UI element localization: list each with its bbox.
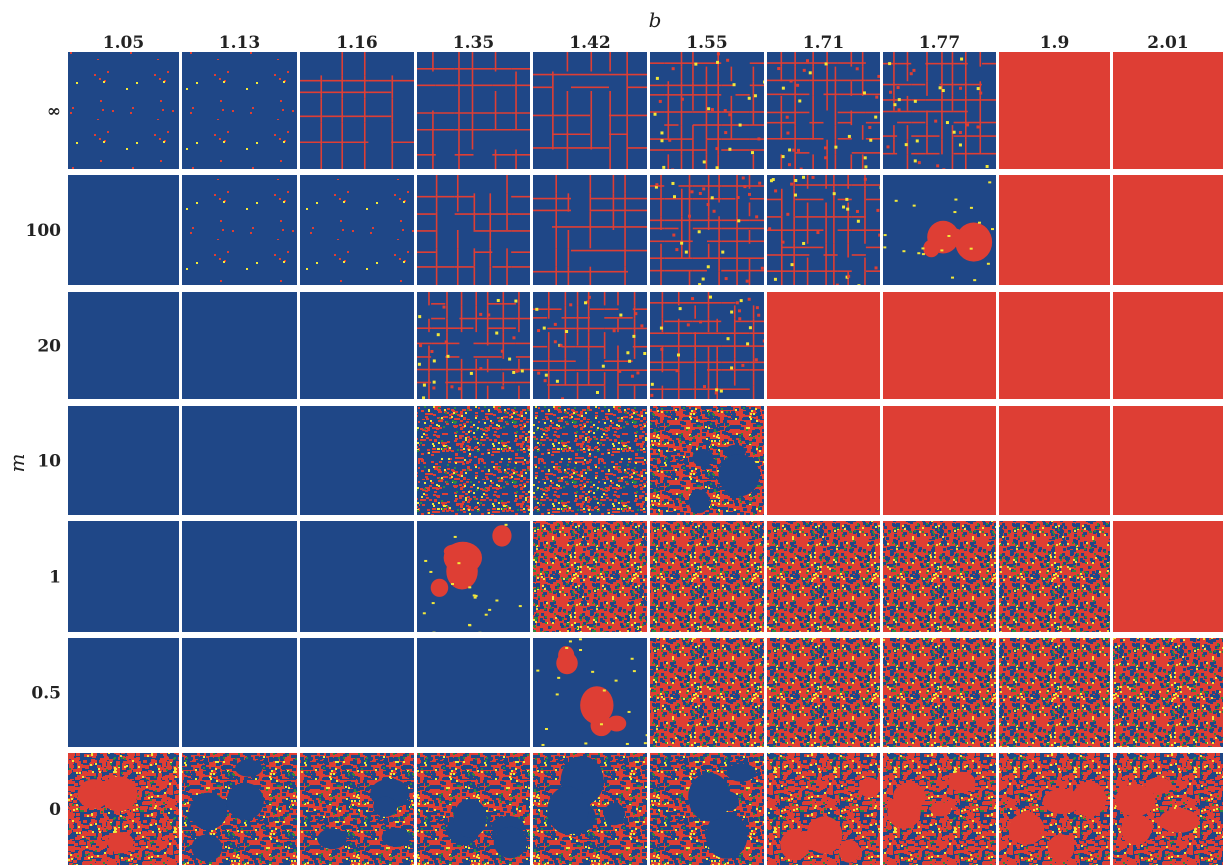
- simulation-cell: [999, 753, 1110, 865]
- simulation-cell: [883, 753, 996, 865]
- simulation-cell: [68, 52, 179, 169]
- simulation-cell: [999, 292, 1110, 399]
- simulation-cell: [999, 521, 1110, 632]
- simulation-cell: [417, 175, 530, 285]
- simulation-cell: [417, 406, 530, 515]
- simulation-cell: [300, 406, 414, 515]
- simulation-cell: [182, 175, 297, 285]
- simulation-cell: [767, 406, 880, 515]
- simulation-cell: [417, 638, 530, 747]
- simulation-cell: [300, 292, 414, 399]
- y-tick-label: 1: [49, 568, 61, 588]
- simulation-cell: [650, 753, 764, 865]
- simulation-cell: [182, 406, 297, 515]
- simulation-cell: [767, 638, 880, 747]
- x-tick-label: 1.42: [569, 33, 610, 53]
- simulation-cell: [533, 406, 647, 515]
- simulation-cell: [300, 521, 414, 632]
- simulation-cell: [533, 292, 647, 399]
- x-axis-title: b: [649, 8, 662, 32]
- simulation-cell: [767, 175, 880, 285]
- simulation-cell: [883, 52, 996, 169]
- simulation-cell: [68, 521, 179, 632]
- simulation-cell: [182, 521, 297, 632]
- x-tick-label: 1.05: [103, 33, 144, 53]
- simulation-cell: [300, 753, 414, 865]
- simulation-cell: [650, 521, 764, 632]
- simulation-cell: [533, 521, 647, 632]
- simulation-cell: [1113, 638, 1223, 747]
- y-tick-label: 0: [49, 800, 61, 820]
- simulation-cell: [1113, 521, 1223, 632]
- simulation-cell: [68, 292, 179, 399]
- simulation-cell: [533, 753, 647, 865]
- y-tick-label: 20: [37, 337, 61, 357]
- simulation-cell: [650, 292, 764, 399]
- simulation-cell: [533, 638, 647, 747]
- simulation-cell: [650, 52, 764, 169]
- simulation-cell: [883, 175, 996, 285]
- x-tick-label: 1.77: [919, 33, 960, 53]
- simulation-cell: [883, 521, 996, 632]
- simulation-cell: [767, 753, 880, 865]
- simulation-cell: [650, 638, 764, 747]
- simulation-cell: [1113, 753, 1223, 865]
- simulation-cell: [1113, 52, 1223, 169]
- x-tick-label: 1.9: [1040, 33, 1070, 53]
- x-tick-label: 1.35: [453, 33, 494, 53]
- simulation-cell: [417, 753, 530, 865]
- simulation-cell: [68, 753, 179, 865]
- simulation-cell: [417, 521, 530, 632]
- simulation-cell: [767, 52, 880, 169]
- simulation-cell: [300, 52, 414, 169]
- simulation-cell: [182, 52, 297, 169]
- simulation-cell: [300, 638, 414, 747]
- x-tick-label: 2.01: [1147, 33, 1188, 53]
- simulation-cell: [417, 292, 530, 399]
- x-tick-label: 1.13: [219, 33, 260, 53]
- simulation-cell: [533, 175, 647, 285]
- simulation-cell: [533, 52, 647, 169]
- y-tick-label: 100: [26, 221, 62, 241]
- simulation-cell: [417, 52, 530, 169]
- simulation-cell: [68, 638, 179, 747]
- simulation-cell: [883, 638, 996, 747]
- y-tick-label: ∞: [47, 102, 61, 122]
- simulation-cell: [1113, 292, 1223, 399]
- simulation-cell: [999, 638, 1110, 747]
- simulation-cell: [182, 638, 297, 747]
- simulation-cell: [300, 175, 414, 285]
- simulation-cell: [767, 521, 880, 632]
- y-tick-label: 0.5: [31, 684, 61, 704]
- simulation-cell: [999, 175, 1110, 285]
- x-tick-label: 1.16: [336, 33, 377, 53]
- simulation-cell: [1113, 175, 1223, 285]
- simulation-cell: [182, 753, 297, 865]
- simulation-grid: [68, 52, 1223, 865]
- simulation-cell: [883, 406, 996, 515]
- simulation-cell: [999, 406, 1110, 515]
- x-tick-label: 1.71: [803, 33, 844, 53]
- y-tick-labels: ∞ 100 20 10 1 0.5 0: [26, 102, 62, 821]
- x-tick-labels: 1.05 1.13 1.16 1.35 1.42 1.55 1.71 1.77 1.9 2.01: [103, 33, 1189, 53]
- simulation-cell: [68, 406, 179, 515]
- y-axis-title: m: [5, 454, 29, 473]
- simulation-cell: [883, 292, 996, 399]
- simulation-cell: [1113, 406, 1223, 515]
- simulation-cell: [182, 292, 297, 399]
- x-tick-label: 1.55: [686, 33, 727, 53]
- simulation-cell: [68, 175, 179, 285]
- y-tick-label: 10: [37, 452, 61, 472]
- simulation-cell: [999, 52, 1110, 169]
- simulation-cell: [650, 175, 764, 285]
- simulation-cell: [650, 406, 764, 515]
- simulation-cell: [767, 292, 880, 399]
